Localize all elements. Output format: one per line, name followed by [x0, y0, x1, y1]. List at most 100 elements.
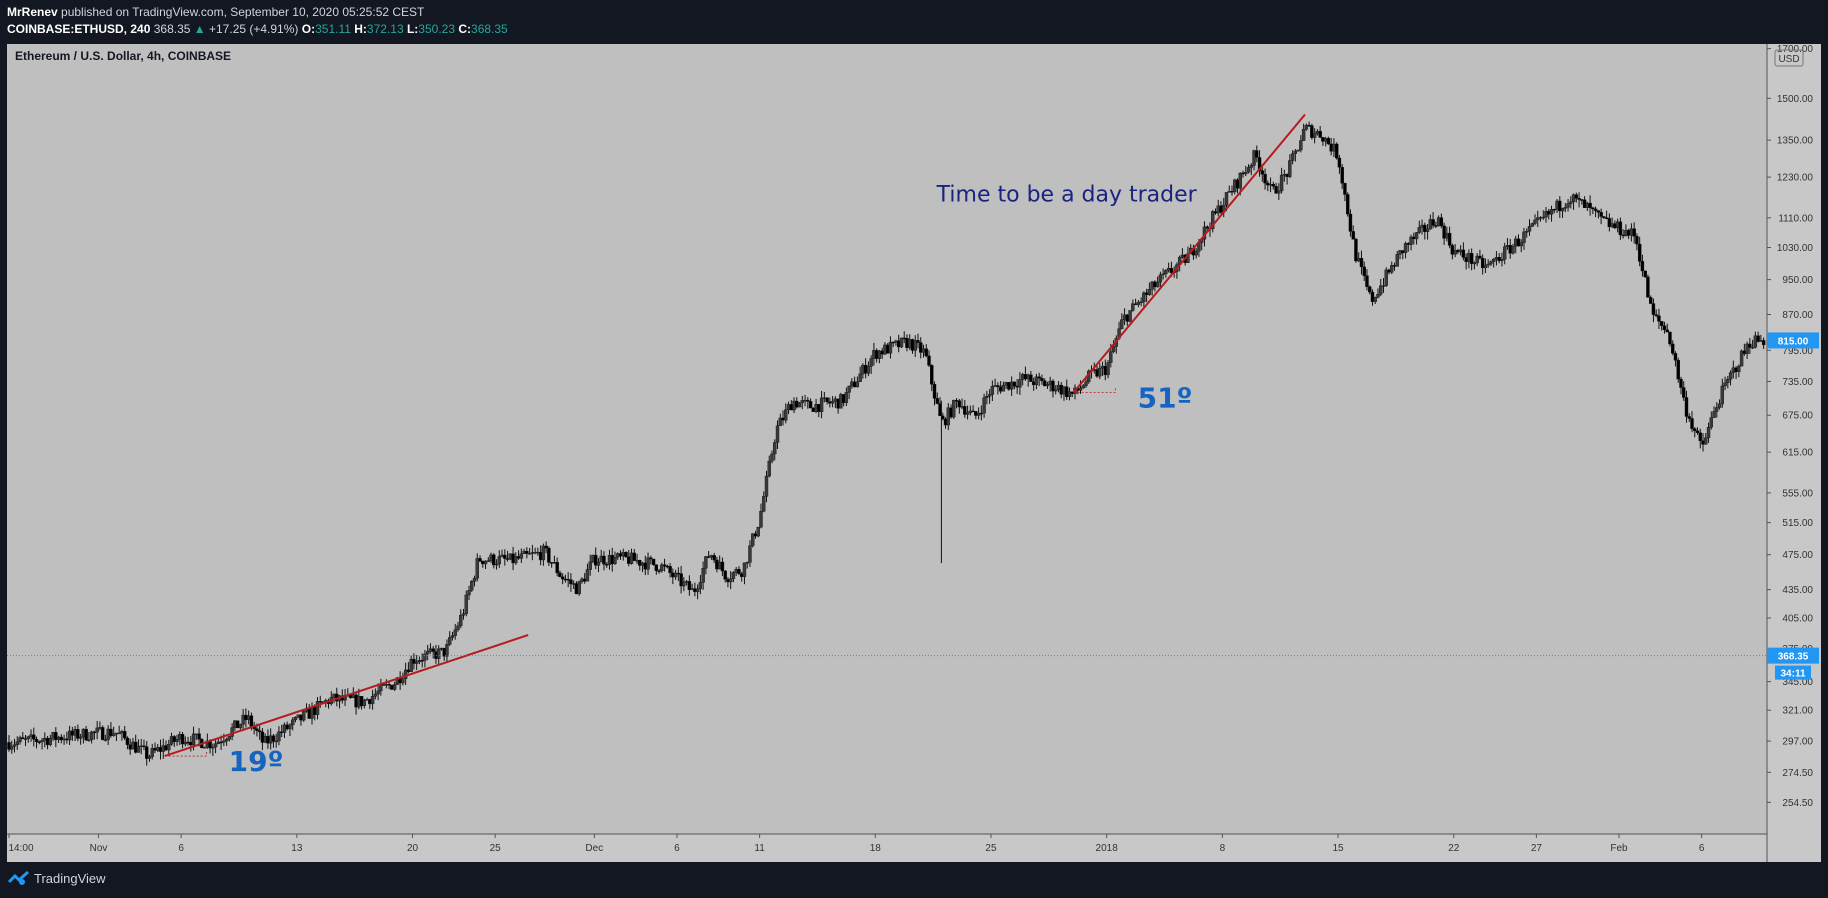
candle-body: [136, 746, 141, 753]
candle-body: [1643, 270, 1647, 278]
candle-body: [54, 732, 58, 740]
candle-body: [1502, 246, 1507, 260]
author-name[interactable]: MrRenev: [7, 5, 58, 19]
time-axis[interactable]: [7, 834, 1767, 862]
candle-body: [1588, 202, 1592, 208]
candle-body: [1023, 374, 1028, 380]
candle-body: [1037, 376, 1041, 379]
candle-body: [885, 344, 890, 354]
candle-body: [781, 417, 785, 421]
candle-body: [629, 552, 634, 564]
candle-body: [753, 533, 758, 537]
candle-body: [1712, 411, 1716, 418]
candle-body: [1301, 129, 1306, 141]
candle-body: [189, 741, 193, 746]
candle-body: [12, 744, 17, 747]
x-tick-label: 22: [1448, 843, 1460, 854]
candle-body: [836, 398, 840, 409]
candle-body: [533, 551, 537, 554]
candle-body: [302, 711, 306, 721]
price-chart[interactable]: 1700.001500.001350.001230.001110.001030.…: [7, 44, 1821, 862]
candle-body: [1569, 201, 1573, 204]
candle-body: [1015, 385, 1019, 388]
candle-body: [1613, 223, 1617, 229]
candle-body: [1194, 250, 1198, 256]
trendline: [164, 634, 529, 757]
candle-body: [51, 732, 55, 739]
candle-body: [734, 569, 738, 573]
candle-body: [291, 719, 295, 726]
candle-body: [538, 551, 543, 561]
candle-body: [1469, 253, 1474, 264]
candle-body: [95, 727, 99, 733]
candle-body: [1133, 303, 1138, 305]
candle-body: [1500, 259, 1504, 262]
candle-body: [266, 736, 270, 744]
candle-body: [354, 694, 358, 708]
candle-body: [1522, 231, 1526, 243]
currency-label: USD: [1778, 54, 1799, 65]
candle-body: [1657, 315, 1661, 322]
candle-body: [1467, 253, 1471, 262]
candle-body: [665, 565, 670, 568]
candle-body: [156, 747, 160, 751]
candle-body: [48, 737, 53, 745]
candle-body: [1166, 267, 1171, 271]
candle-body: [1054, 389, 1058, 392]
candle-body: [1456, 250, 1460, 253]
candle-body: [1359, 258, 1364, 268]
candle-body: [723, 570, 727, 580]
candle-body: [756, 526, 760, 537]
candle-body: [1549, 209, 1554, 215]
candle-body: [1321, 137, 1325, 142]
price-axis[interactable]: [1767, 44, 1821, 862]
candle-body: [516, 556, 521, 559]
candle-body: [1153, 281, 1157, 288]
tradingview-logo[interactable]: TradingView: [8, 870, 106, 886]
candle-body: [406, 669, 411, 672]
candle-body: [811, 407, 816, 412]
candle-body: [618, 553, 623, 557]
candle-body: [81, 728, 86, 738]
candle-body: [591, 554, 595, 563]
low-label: L:: [406, 22, 419, 36]
currency-badge[interactable]: [1774, 49, 1804, 67]
candle-body: [993, 385, 997, 387]
candle-body: [1544, 211, 1548, 218]
candle-body: [1246, 167, 1251, 173]
candle-body: [709, 555, 714, 558]
candle-body: [1618, 221, 1623, 236]
candle-body: [536, 551, 540, 554]
candle-body: [437, 648, 441, 659]
candle-body: [1439, 217, 1444, 227]
candle-body: [1684, 397, 1689, 417]
candle-body: [230, 727, 234, 737]
candle-body: [1180, 254, 1185, 258]
candle-body: [180, 734, 185, 745]
candle-body: [684, 581, 689, 583]
candle-body: [1417, 227, 1422, 233]
candle-body: [646, 557, 650, 570]
candle-body: [1337, 157, 1342, 168]
candle-body: [1310, 125, 1314, 138]
candle-body: [37, 741, 41, 743]
candle-body: [998, 386, 1003, 392]
candle-body: [1142, 292, 1146, 303]
candle-body: [45, 737, 50, 745]
candle-body: [1599, 212, 1603, 217]
candle-body: [990, 386, 995, 395]
candle-body: [1122, 314, 1127, 320]
x-tick-label: 14:00: [8, 843, 33, 854]
candle-body: [1252, 150, 1256, 166]
candle-body: [76, 729, 80, 739]
candle-body: [1668, 331, 1672, 345]
candle-body: [764, 475, 769, 497]
candle-body: [1357, 258, 1361, 262]
candle-body: [759, 511, 763, 528]
candle-body: [1001, 384, 1006, 392]
candle-body: [954, 400, 959, 402]
candle-body: [1098, 367, 1102, 377]
chart-area[interactable]: 1700.00 1500.00 1350.00 1230.00 1110.00 1030.…: [7, 44, 1821, 862]
candle-body: [1626, 229, 1631, 236]
candle-body: [910, 339, 915, 351]
